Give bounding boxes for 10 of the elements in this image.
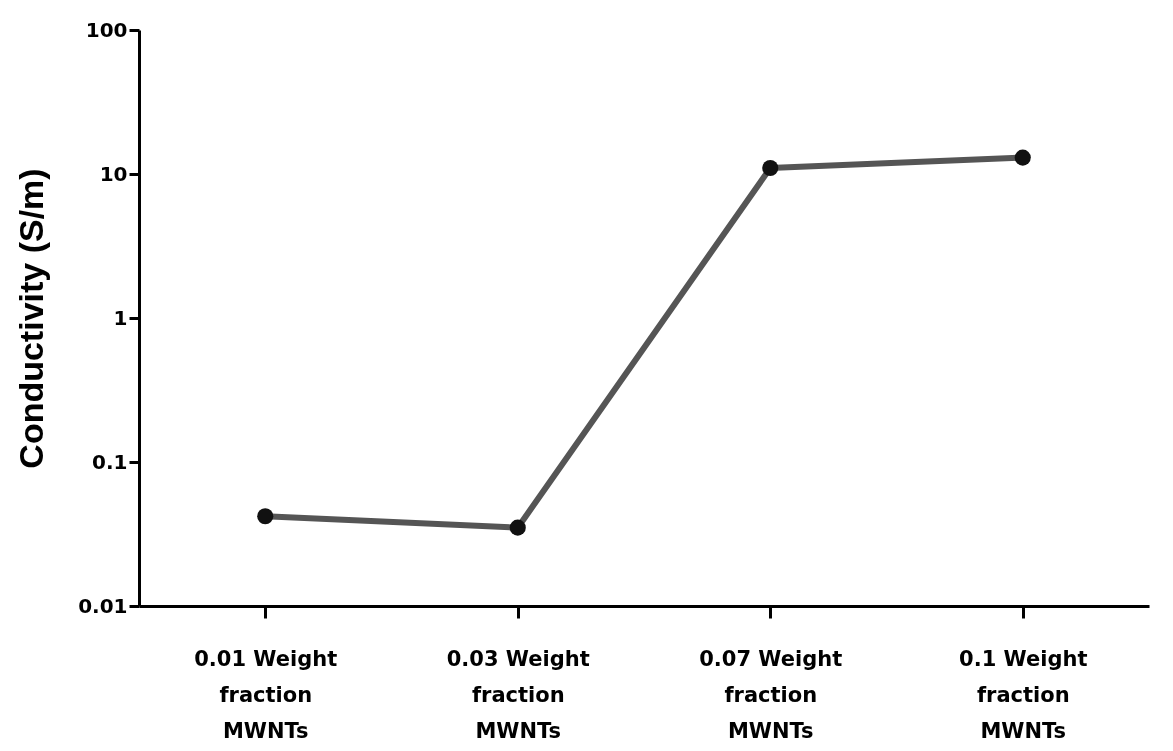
y-tick-label: 1 <box>113 305 128 330</box>
y-tick-label: 0.01 <box>78 593 128 618</box>
y-axis-title: Conductivity (S/m) <box>12 168 51 469</box>
x-tick-label: 0.03 Weight fraction MWNTs <box>446 646 590 743</box>
y-tick-label: 100 <box>85 17 128 42</box>
y-tick-label: 10 <box>99 161 128 186</box>
y-tick-label: 0.1 <box>92 449 128 474</box>
x-tick-label: 0.01 Weight fraction MWNTs <box>194 646 338 743</box>
x-tick-label: 0.07 Weight fraction MWNTs <box>699 646 843 743</box>
x-tick-label: 0.1 Weight fraction MWNTs <box>959 646 1088 743</box>
